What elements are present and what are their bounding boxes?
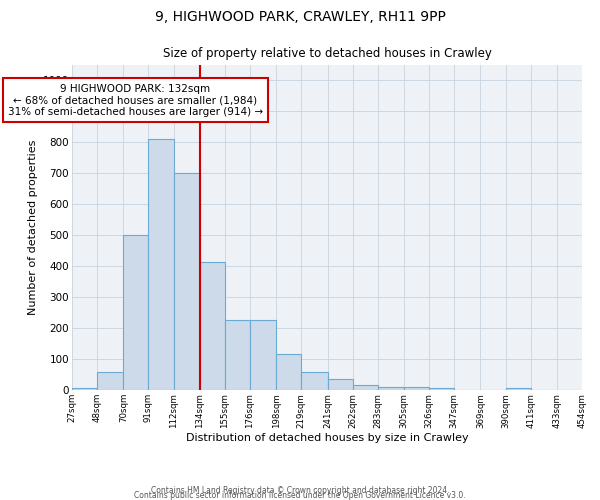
Bar: [148, 140, 173, 390]
Bar: [97, 372, 124, 390]
Text: Contains public sector information licensed under the Open Government Licence v3: Contains public sector information licen…: [134, 490, 466, 500]
Bar: [429, 388, 454, 390]
Bar: [378, 387, 404, 390]
Bar: [124, 235, 148, 390]
Bar: [328, 379, 353, 390]
Bar: [225, 320, 250, 390]
Title: Size of property relative to detached houses in Crawley: Size of property relative to detached ho…: [163, 46, 491, 60]
Text: 9 HIGHWOOD PARK: 132sqm
← 68% of detached houses are smaller (1,984)
31% of semi: 9 HIGHWOOD PARK: 132sqm ← 68% of detache…: [8, 84, 263, 117]
Bar: [353, 386, 378, 390]
X-axis label: Distribution of detached houses by size in Crawley: Distribution of detached houses by size …: [185, 433, 469, 443]
Bar: [72, 388, 97, 390]
Bar: [276, 354, 301, 390]
Bar: [404, 387, 429, 390]
Text: Contains HM Land Registry data © Crown copyright and database right 2024.: Contains HM Land Registry data © Crown c…: [151, 486, 449, 495]
Bar: [173, 174, 200, 390]
Y-axis label: Number of detached properties: Number of detached properties: [28, 140, 38, 315]
Bar: [200, 262, 225, 390]
Bar: [301, 372, 328, 390]
Bar: [506, 388, 530, 390]
Bar: [250, 320, 276, 390]
Text: 9, HIGHWOOD PARK, CRAWLEY, RH11 9PP: 9, HIGHWOOD PARK, CRAWLEY, RH11 9PP: [155, 10, 445, 24]
